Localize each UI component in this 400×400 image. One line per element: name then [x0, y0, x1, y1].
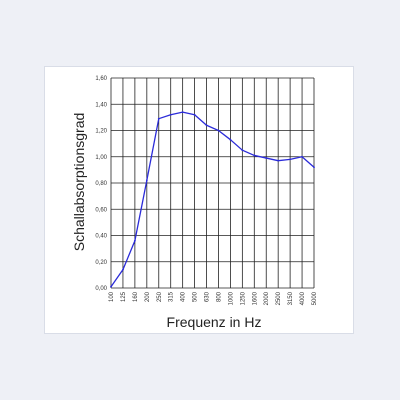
data-point — [145, 179, 148, 182]
x-tick-label: 315 — [169, 291, 175, 302]
y-tick-label: 0,60 — [95, 207, 107, 213]
x-tick-label: 2000 — [264, 291, 270, 305]
series-line — [110, 111, 315, 288]
x-tick-label: 1600 — [252, 291, 258, 305]
x-tick-label: 1000 — [228, 291, 234, 305]
x-tick-label: 125 — [121, 291, 127, 302]
x-tick-label: 800 — [216, 291, 222, 302]
x-tick-label: 250 — [157, 291, 163, 302]
y-tick-label: 1,60 — [95, 76, 107, 82]
data-point — [193, 113, 196, 116]
x-tick-label: 630 — [205, 291, 211, 302]
y-tick-label: 1,00 — [95, 155, 107, 161]
x-tick-label: 1250 — [240, 291, 246, 305]
x-tick-label: 5000 — [312, 291, 318, 305]
data-point — [205, 124, 208, 127]
data-point — [253, 154, 256, 157]
series-group — [110, 111, 315, 288]
x-tick-label: 200 — [145, 291, 151, 302]
x-tick-label: 4000 — [300, 291, 306, 305]
x-tick-label: 100 — [109, 291, 115, 302]
y-axis-title: Schallabsorptionsgrad — [71, 113, 87, 252]
x-tick-label: 2500 — [276, 291, 282, 305]
x-tick-label: 3150 — [288, 291, 294, 305]
data-point — [217, 129, 220, 132]
data-point — [313, 166, 315, 169]
y-tick-label: 1,40 — [95, 102, 107, 108]
x-tick-labels: 100 125 160 200 250 315 400 500 630 800 1000 1250 16… — [109, 291, 318, 305]
y-tick-label: 1,20 — [95, 129, 107, 135]
y-tick-label: 0,80 — [95, 181, 107, 187]
data-point — [122, 268, 124, 271]
data-point — [241, 149, 244, 152]
x-tick-label: 500 — [193, 291, 199, 302]
grid — [110, 77, 315, 289]
data-point — [133, 239, 136, 242]
data-point — [110, 285, 112, 288]
data-point — [289, 158, 292, 161]
x-tick-label: 400 — [181, 291, 187, 302]
data-point — [229, 138, 232, 141]
y-tick-label: 0,00 — [95, 286, 107, 292]
y-tick-label: 0,40 — [95, 234, 107, 240]
y-tick-label: 0,20 — [95, 260, 107, 266]
x-axis-title: Frequenz in Hz — [167, 314, 262, 330]
data-point — [169, 113, 172, 116]
y-tick-labels: 0,00 0,20 0,40 0,60 0,80 1,00 1,20 1,40 1,60 — [95, 76, 107, 292]
x-tick-label: 160 — [133, 291, 139, 302]
data-point — [277, 159, 280, 162]
data-point — [265, 157, 268, 159]
data-point — [301, 155, 303, 158]
data-point — [181, 111, 184, 114]
data-point — [157, 117, 160, 120]
